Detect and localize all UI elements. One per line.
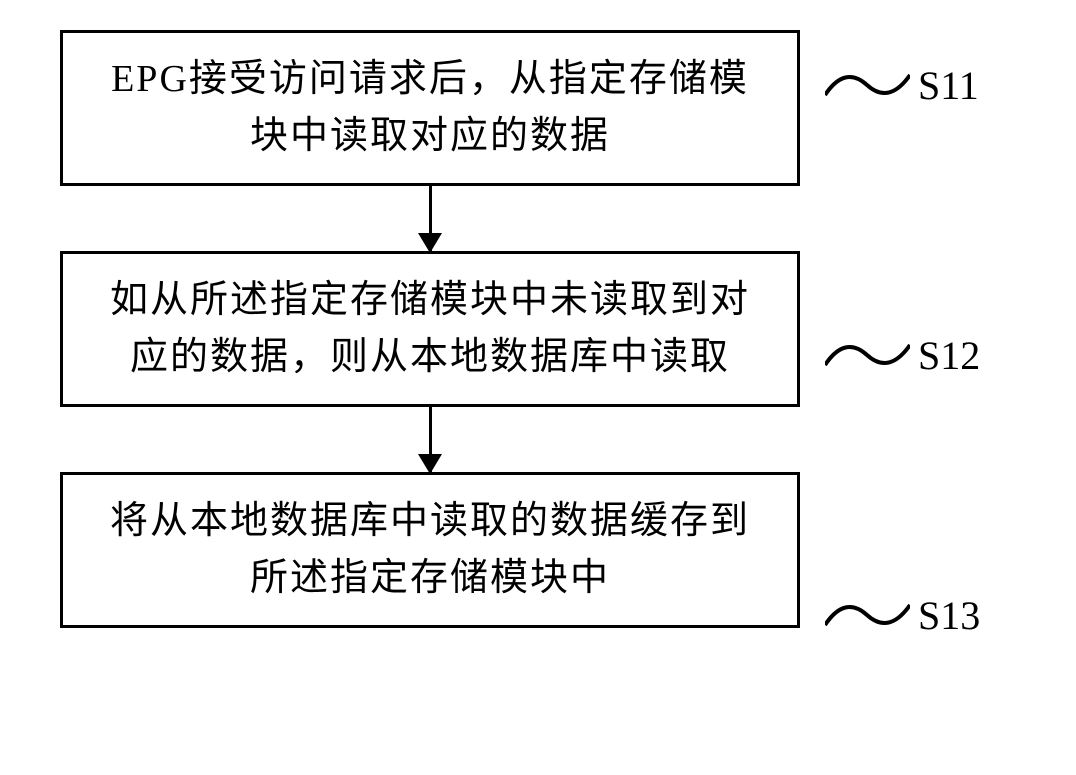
connector-curve-icon <box>825 590 910 640</box>
flowchart-container: EPG接受访问请求后，从指定存储模块中读取对应的数据 如从所述指定存储模块中未读… <box>60 30 960 628</box>
step-label-1: S11 <box>825 60 979 110</box>
step-label-2: S12 <box>825 330 980 380</box>
flowchart-node-3: 将从本地数据库中读取的数据缓存到所述指定存储模块中 <box>60 472 800 628</box>
step-label-3: S13 <box>825 590 980 640</box>
arrow-container-1 <box>60 186 800 251</box>
flowchart-node-2: 如从所述指定存储模块中未读取到对应的数据，则从本地数据库中读取 <box>60 251 800 407</box>
connector-curve-icon <box>825 330 910 380</box>
flowchart-node-1: EPG接受访问请求后，从指定存储模块中读取对应的数据 <box>60 30 800 186</box>
arrow-2 <box>429 407 432 472</box>
label-1-text: S11 <box>918 62 979 109</box>
node-1-text: EPG接受访问请求后，从指定存储模块中读取对应的数据 <box>93 51 767 165</box>
node-3-text: 将从本地数据库中读取的数据缓存到所述指定存储模块中 <box>93 493 767 607</box>
label-2-text: S12 <box>918 332 980 379</box>
node-2-text: 如从所述指定存储模块中未读取到对应的数据，则从本地数据库中读取 <box>93 272 767 386</box>
label-3-text: S13 <box>918 592 980 639</box>
connector-curve-icon <box>825 60 910 110</box>
arrow-1 <box>429 186 432 251</box>
arrow-container-2 <box>60 407 800 472</box>
